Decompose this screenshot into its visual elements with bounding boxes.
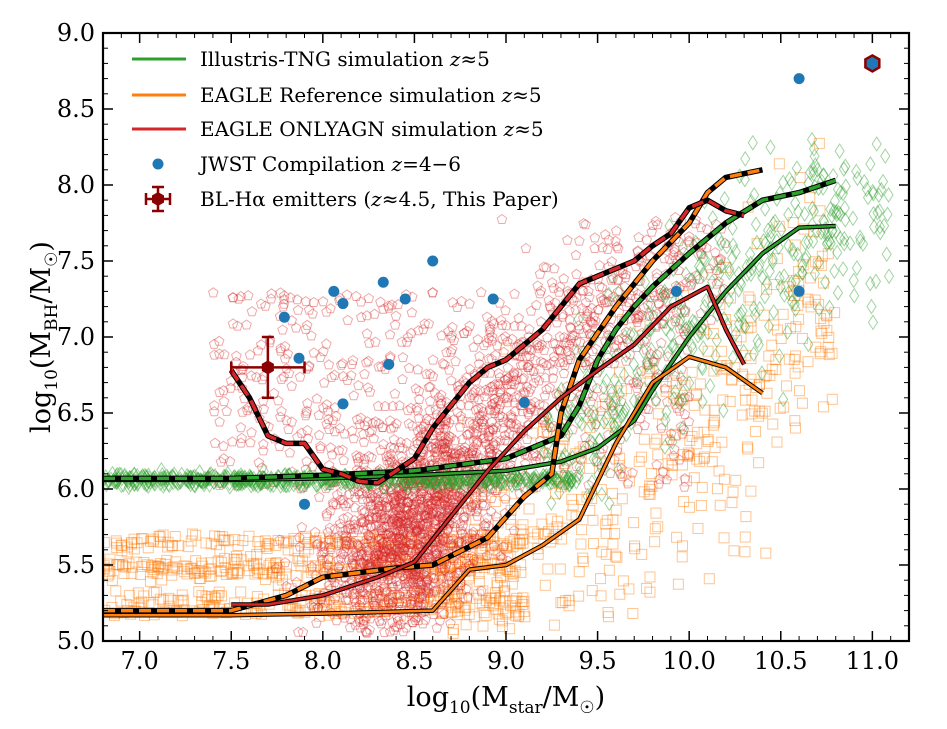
legend-swatch-jwst	[152, 158, 164, 170]
jwst-point	[328, 285, 340, 297]
x-tick-label: 7.0	[121, 647, 159, 675]
jwst-point	[518, 396, 530, 408]
jwst-point	[337, 298, 349, 310]
observed-points	[229, 53, 881, 510]
blha-errorbar-point	[229, 335, 306, 400]
x-tick-label: 8.0	[304, 647, 342, 675]
legend-label-eagle-ref: EAGLE Reference simulation z≈5	[200, 83, 542, 107]
jwst-point	[793, 285, 805, 297]
jwst-point	[278, 311, 290, 323]
axis-ticks	[103, 32, 910, 642]
jwst-point	[293, 352, 305, 364]
series-line-5	[228, 197, 745, 486]
jwst-point	[487, 293, 499, 305]
series-line-1	[103, 177, 837, 482]
x-tick-label: 9.5	[579, 647, 617, 675]
y-tick-label: 8.0	[57, 171, 95, 199]
y-tick-label: 8.5	[57, 95, 95, 123]
tick-labels: 7.0 7.5 8.0 8.5 9.0 9.5 10.0 10.5 11.0 5.0 5.5 6.0 6…	[57, 19, 899, 675]
x-tick-label: 10.0	[662, 647, 715, 675]
series-line-4	[231, 284, 747, 607]
y-axis-label: log10(MBH/M☉)	[26, 241, 62, 433]
median-lines	[103, 167, 837, 618]
jwst-point	[377, 276, 389, 288]
jwst-point	[427, 255, 439, 267]
y-tick-label: 5.0	[57, 627, 95, 655]
y-tick-label: 5.5	[57, 551, 95, 579]
y-tick-label: 6.0	[57, 475, 95, 503]
y-tick-label: 6.5	[57, 399, 95, 427]
jwst-point	[299, 498, 310, 510]
cloud-eagle-reference	[103, 137, 841, 639]
legend-swatch-blha	[144, 185, 172, 213]
jwst-point	[793, 73, 805, 85]
x-tick-label: 10.5	[754, 647, 807, 675]
y-tick-label: 9.0	[57, 19, 95, 47]
jwst-point	[670, 285, 682, 297]
legend: Illustris-TNG simulation z≈5 EAGLE Refer…	[132, 47, 559, 213]
jwst-point	[337, 398, 349, 410]
x-tick-label: 8.5	[395, 647, 433, 675]
legend-label-tng: Illustris-TNG simulation z≈5	[200, 47, 490, 71]
legend-label-jwst: JWST Compilation z=4−6	[198, 152, 461, 176]
jwst-point	[383, 358, 395, 370]
series-line-3	[103, 167, 764, 614]
y-tick-label: 7.5	[57, 247, 95, 275]
highlight-hexagon-point	[864, 53, 881, 73]
legend-label-eagle-onlyagn: EAGLE ONLYAGN simulation z≈5	[200, 117, 544, 141]
legend-label-blha: BL-Hα emitters (z≈4.5, This Paper)	[200, 187, 559, 211]
y-tick-label: 7.0	[57, 323, 95, 351]
plot-background	[103, 33, 909, 641]
jwst-point	[399, 293, 411, 305]
x-tick-label: 9.0	[487, 647, 525, 675]
x-tick-label: 11.0	[846, 647, 899, 675]
series-line-0	[103, 223, 836, 483]
series-line-2	[103, 354, 764, 618]
x-tick-label: 7.5	[212, 647, 250, 675]
x-axis-label: log10(Mstar/M☉)	[407, 682, 605, 718]
